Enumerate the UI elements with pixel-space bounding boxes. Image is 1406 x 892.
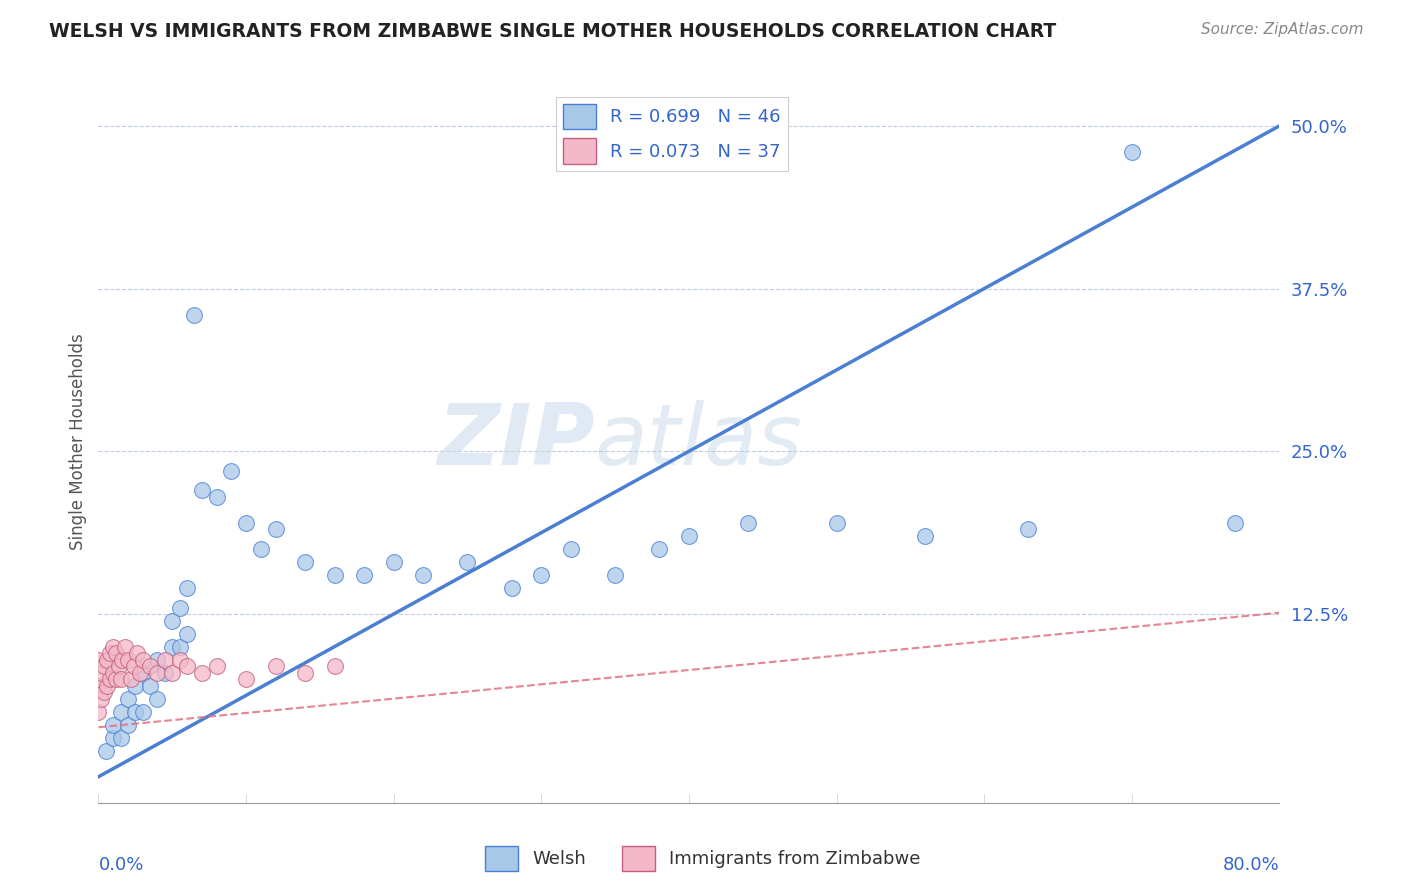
Text: WELSH VS IMMIGRANTS FROM ZIMBABWE SINGLE MOTHER HOUSEHOLDS CORRELATION CHART: WELSH VS IMMIGRANTS FROM ZIMBABWE SINGLE… <box>49 22 1056 41</box>
Point <box>125 646 148 660</box>
Point <box>87 652 110 666</box>
Point <box>825 516 848 530</box>
Point <box>176 581 198 595</box>
Point <box>120 672 142 686</box>
Legend: R = 0.699   N = 46, R = 0.073   N = 37: R = 0.699 N = 46, R = 0.073 N = 37 <box>557 96 789 171</box>
Point <box>250 541 273 556</box>
Point <box>457 555 479 569</box>
Point <box>678 529 700 543</box>
Point <box>117 652 139 666</box>
Point <box>124 705 146 719</box>
Point <box>205 659 228 673</box>
Point <box>96 652 118 666</box>
Point <box>146 665 169 680</box>
Point <box>169 640 191 654</box>
Point <box>191 483 214 498</box>
Point <box>153 652 176 666</box>
Point <box>146 691 169 706</box>
Text: ZIP: ZIP <box>437 400 595 483</box>
Text: atlas: atlas <box>595 400 803 483</box>
Point <box>737 516 759 530</box>
Point <box>103 731 125 745</box>
Text: 0.0%: 0.0% <box>98 855 143 873</box>
Point <box>294 555 316 569</box>
Point <box>162 614 183 628</box>
Point <box>108 659 131 673</box>
Point <box>1121 145 1143 159</box>
Point <box>176 626 198 640</box>
Point <box>191 665 214 680</box>
Point <box>139 659 162 673</box>
Point <box>132 652 155 666</box>
Point <box>103 640 125 654</box>
Point <box>323 568 346 582</box>
Point <box>162 640 183 654</box>
Point <box>169 652 191 666</box>
Text: 80.0%: 80.0% <box>1223 855 1279 873</box>
Point <box>162 665 183 680</box>
Point <box>264 523 287 537</box>
Point <box>235 672 257 686</box>
Point <box>169 600 191 615</box>
Point <box>132 665 155 680</box>
Point <box>353 568 375 582</box>
Point <box>264 659 287 673</box>
Point <box>110 672 132 686</box>
Y-axis label: Single Mother Households: Single Mother Households <box>69 334 87 549</box>
Point <box>382 555 405 569</box>
Point <box>110 731 132 745</box>
Point <box>124 679 146 693</box>
Point <box>103 717 125 731</box>
Point <box>648 541 671 556</box>
Point <box>914 529 936 543</box>
Point <box>183 308 205 322</box>
Point <box>235 516 257 530</box>
Point <box>103 665 125 680</box>
Point <box>105 646 128 660</box>
Point <box>205 490 228 504</box>
Point <box>605 568 627 582</box>
Point <box>114 640 136 654</box>
Point <box>90 665 112 680</box>
Point <box>122 659 145 673</box>
Point <box>412 568 434 582</box>
Point <box>323 659 346 673</box>
Point <box>110 705 132 719</box>
Point <box>117 691 139 706</box>
Point <box>105 672 128 686</box>
Point <box>98 646 121 660</box>
Point <box>128 665 150 680</box>
Text: Source: ZipAtlas.com: Source: ZipAtlas.com <box>1201 22 1364 37</box>
Point <box>96 679 118 693</box>
Legend: Welsh, Immigrants from Zimbabwe: Welsh, Immigrants from Zimbabwe <box>478 838 928 879</box>
Point <box>132 705 155 719</box>
Point <box>501 581 523 595</box>
Point <box>98 672 121 686</box>
Point <box>93 685 115 699</box>
Point <box>221 464 243 478</box>
Point <box>90 691 112 706</box>
Point <box>560 541 582 556</box>
Point <box>530 568 553 582</box>
Point <box>146 652 169 666</box>
Point <box>94 744 117 758</box>
Point <box>139 679 162 693</box>
Point <box>153 665 176 680</box>
Point <box>111 652 134 666</box>
Point <box>1225 516 1247 530</box>
Point <box>294 665 316 680</box>
Point <box>87 705 110 719</box>
Point <box>87 679 110 693</box>
Point <box>176 659 198 673</box>
Point <box>93 659 115 673</box>
Point <box>1018 523 1040 537</box>
Point <box>117 717 139 731</box>
